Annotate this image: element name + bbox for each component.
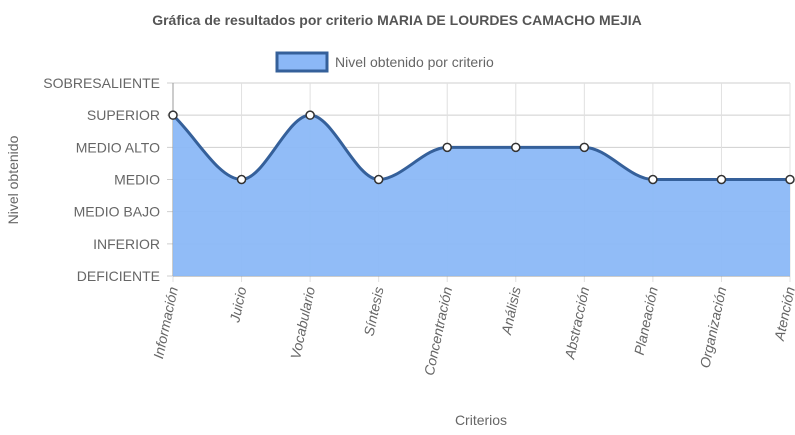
x-tick-label: Planeación bbox=[631, 285, 661, 356]
x-tick-label: Organización bbox=[697, 285, 730, 369]
y-tick-label: INFERIOR bbox=[93, 236, 160, 252]
x-tick-label: Concentración bbox=[421, 285, 455, 377]
x-axis-title: Criterios bbox=[455, 412, 507, 428]
y-tick-label: MEDIO ALTO bbox=[76, 139, 160, 155]
chart-title: Gráfica de resultados por criterio MARIA… bbox=[152, 12, 642, 28]
data-point[interactable] bbox=[373, 174, 384, 185]
y-axis-title: Nivel obtenido bbox=[5, 135, 21, 224]
data-point[interactable] bbox=[511, 142, 521, 153]
y-tick-label: MEDIO BAJO bbox=[74, 204, 160, 220]
y-axis-ticks: DEFICIENTE INFERIOR MEDIO BAJO MEDIO MEDIO A… bbox=[43, 75, 160, 284]
x-tick-label: Juicio bbox=[226, 285, 249, 325]
y-tick-label: SOBRESALIENTE bbox=[43, 75, 160, 91]
x-tick-label: Análisis bbox=[498, 285, 524, 337]
legend-swatch[interactable] bbox=[275, 51, 329, 73]
data-point[interactable] bbox=[236, 174, 247, 185]
area-layer bbox=[168, 110, 795, 277]
data-point[interactable] bbox=[785, 174, 795, 185]
x-tick-label: Síntesis bbox=[361, 285, 387, 337]
y-tick-label: DEFICIENTE bbox=[77, 268, 160, 284]
data-point[interactable] bbox=[648, 174, 658, 185]
data-point[interactable] bbox=[168, 110, 178, 120]
data-point[interactable] bbox=[305, 110, 315, 120]
legend[interactable]: Nivel obtenido por criterio bbox=[275, 51, 494, 73]
y-tick-label: MEDIO bbox=[114, 172, 160, 188]
x-axis-ticks: Información Juicio Vocabulario Síntesis Conc… bbox=[150, 285, 795, 377]
data-point[interactable] bbox=[579, 142, 590, 153]
x-tick-label: Información bbox=[150, 285, 181, 360]
data-point[interactable] bbox=[716, 174, 727, 185]
data-point[interactable] bbox=[442, 142, 452, 153]
x-tick-label: Abstracción bbox=[561, 285, 592, 361]
x-tick-label: Atención bbox=[771, 285, 795, 343]
legend-label: Nivel obtenido por criterio bbox=[335, 54, 494, 70]
x-tick-label: Vocabulario bbox=[287, 285, 318, 360]
series-area-fill bbox=[173, 115, 790, 277]
series-line bbox=[171, 113, 790, 182]
y-tick-label: SUPERIOR bbox=[87, 107, 160, 123]
